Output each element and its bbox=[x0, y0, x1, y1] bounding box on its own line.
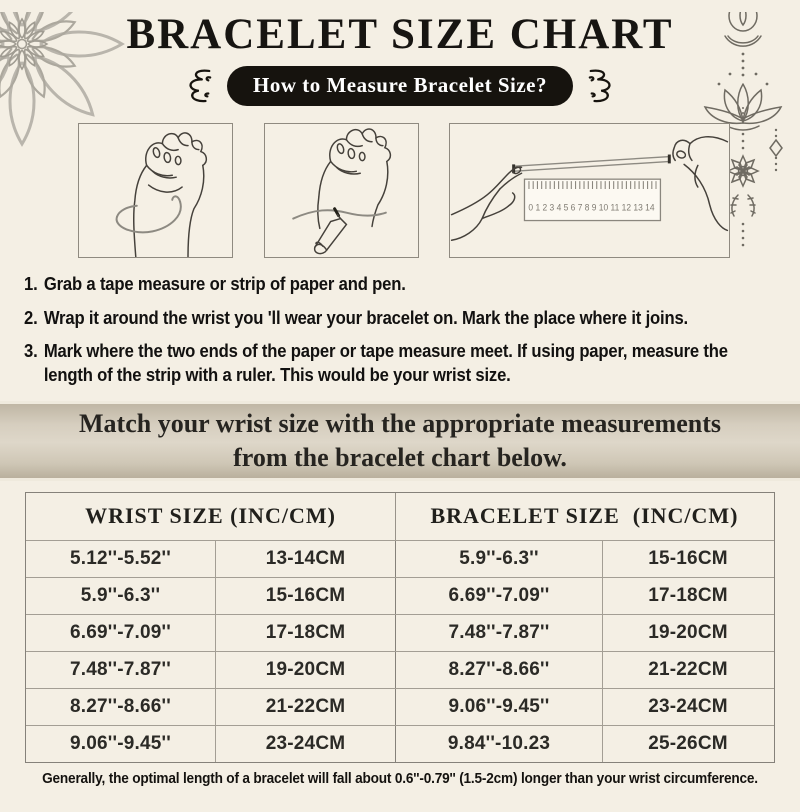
step-number: 1. bbox=[24, 273, 38, 295]
step-text: Wrap it around the wrist you 'll wear yo… bbox=[43, 306, 688, 328]
bracelet-inches: 5.9''-6.3'' bbox=[395, 540, 602, 577]
table-row: 9.06''-9.45'' 23-24CM 9.84''-10.23 25-26… bbox=[26, 724, 774, 762]
wrist-cm: 17-18CM bbox=[215, 614, 395, 651]
bracelet-size-chart-infographic: BRACELET SIZE CHART How to Measure Brace… bbox=[0, 12, 800, 787]
table-row: 6.69''-7.09'' 17-18CM 7.48''-7.87'' 19-2… bbox=[26, 613, 774, 651]
bracelet-cm: 15-16CM bbox=[602, 540, 773, 577]
wrist-inches: 5.12''-5.52'' bbox=[70, 547, 171, 569]
bracelet-cm: 23-24CM bbox=[602, 688, 773, 725]
how-to-measure-row: How to Measure Bracelet Size? bbox=[0, 66, 800, 107]
wrist-cm: 23-24CM bbox=[215, 725, 395, 762]
step-2: 2. Wrap it around the wrist you 'll wear… bbox=[24, 306, 762, 330]
ruler-numbers: 0 1 2 3 4 5 6 7 8 9 10 11 12 13 14 bbox=[528, 203, 654, 213]
match-size-banner: Match your wrist size with the appropria… bbox=[0, 400, 800, 481]
instruction-steps: 1. Grab a tape measure or strip of paper… bbox=[24, 272, 800, 387]
wrist-cm: 19-20CM bbox=[215, 651, 395, 688]
table-row: 5.9''-6.3'' 15-16CM 6.69''-7.09'' 17-18C… bbox=[26, 576, 774, 614]
wrist-inches: 7.48''-7.87'' bbox=[70, 658, 171, 680]
flourish-left-icon bbox=[189, 69, 212, 103]
step-text: Mark where the two ends of the paper or … bbox=[43, 340, 728, 386]
bracelet-inches: 6.69''-7.09'' bbox=[395, 577, 602, 614]
lotus-pendant-ornament bbox=[703, 12, 783, 247]
bracelet-inches: 7.48''-7.87'' bbox=[395, 614, 602, 651]
wrist-inches: 6.69''-7.09'' bbox=[70, 621, 171, 643]
wrist-cm: 15-16CM bbox=[215, 577, 395, 614]
bracelet-inches: 9.06''-9.45'' bbox=[395, 688, 602, 725]
size-table-header: WRIST SIZE (INC/CM) BRACELET SIZE (INC/C… bbox=[26, 492, 774, 540]
page-title: BRACELET SIZE CHART bbox=[126, 11, 674, 58]
step-number: 3. bbox=[24, 340, 38, 362]
wrist-inches: 9.06''-9.45'' bbox=[70, 732, 171, 754]
bracelet-cm: 17-18CM bbox=[602, 577, 773, 614]
bracelet-inches: 9.84''-10.23 bbox=[395, 725, 602, 762]
mandala-flower-ornament bbox=[0, 12, 124, 146]
size-table: WRIST SIZE (INC/CM) BRACELET SIZE (INC/C… bbox=[25, 491, 775, 763]
footnote: Generally, the optimal length of a brace… bbox=[42, 770, 758, 787]
mark-joint-illustration bbox=[263, 123, 419, 259]
table-row: 5.12''-5.52'' 13-14CM 5.9''-6.3'' 15-16C… bbox=[26, 539, 774, 577]
wrist-inches: 5.9''-6.3'' bbox=[80, 584, 161, 606]
bracelet-size-header: BRACELET SIZE (INC/CM) bbox=[395, 492, 773, 540]
bracelet-cm: 19-20CM bbox=[602, 614, 773, 651]
how-to-measure-badge: How to Measure Bracelet Size? bbox=[226, 66, 574, 107]
banner-line-1: Match your wrist size with the appropria… bbox=[79, 408, 721, 438]
table-row: 8.27''-8.66'' 21-22CM 9.06''-9.45'' 23-2… bbox=[26, 687, 774, 725]
step-3: 3. Mark where the two ends of the paper … bbox=[24, 339, 762, 386]
flourish-right-icon bbox=[588, 69, 611, 103]
wrist-cm: 13-14CM bbox=[215, 540, 395, 577]
step-number: 2. bbox=[24, 306, 38, 328]
table-row: 7.48''-7.87'' 19-20CM 8.27''-8.66'' 21-2… bbox=[26, 650, 774, 688]
bracelet-cm: 25-26CM bbox=[602, 725, 773, 762]
ruler-measure-illustration: 0 1 2 3 4 5 6 7 8 9 10 11 12 13 14 bbox=[449, 123, 730, 259]
bracelet-cm: 21-22CM bbox=[602, 651, 773, 688]
wrist-size-header: WRIST SIZE (INC/CM) bbox=[85, 503, 336, 529]
wrap-wrist-illustration bbox=[78, 123, 233, 259]
instruction-illustrations: 0 1 2 3 4 5 6 7 8 9 10 11 12 13 14 bbox=[0, 123, 800, 259]
banner-line-2: from the bracelet chart below. bbox=[233, 442, 567, 472]
wrist-cm: 21-22CM bbox=[215, 688, 395, 725]
step-text: Grab a tape measure or strip of paper an… bbox=[43, 273, 406, 295]
step-1: 1. Grab a tape measure or strip of paper… bbox=[24, 272, 762, 296]
wrist-inches: 8.27''-8.66'' bbox=[70, 695, 171, 717]
bracelet-inches: 8.27''-8.66'' bbox=[395, 651, 602, 688]
